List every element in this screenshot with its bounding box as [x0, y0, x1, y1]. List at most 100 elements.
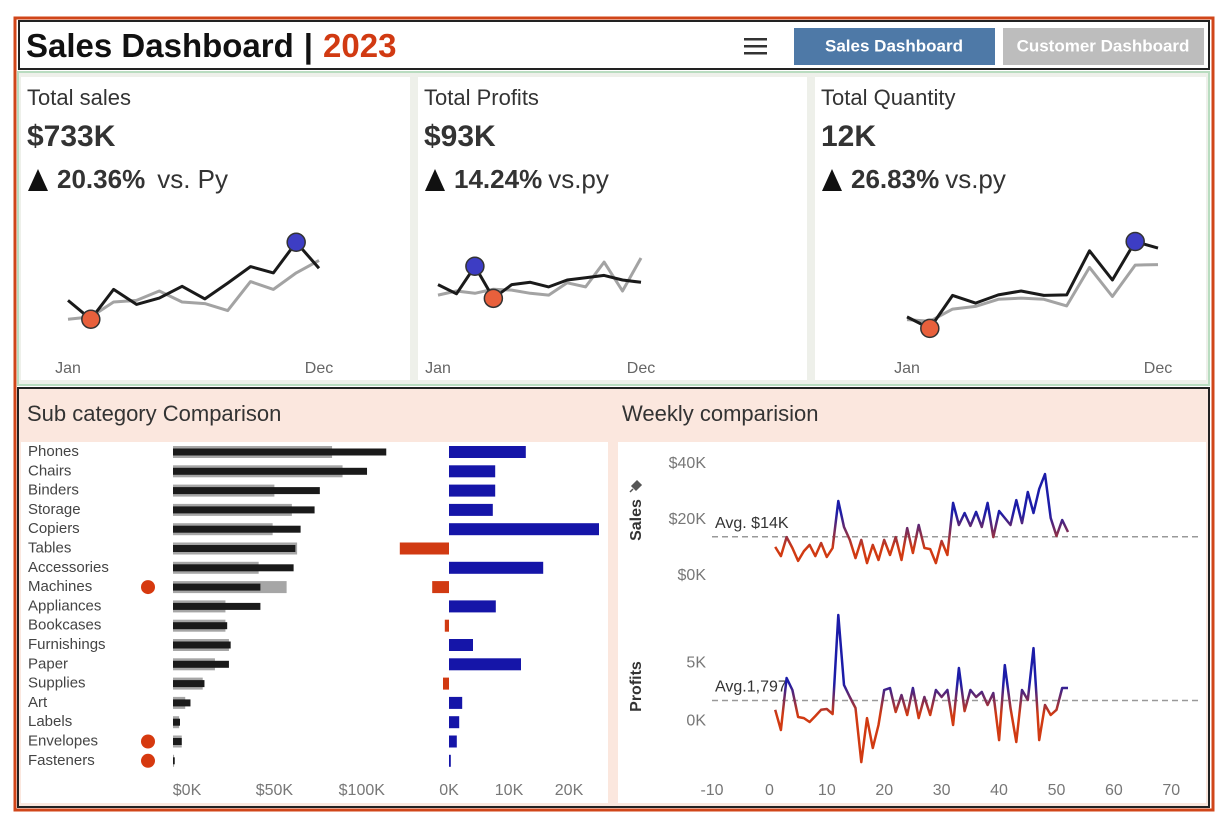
bar: [173, 757, 175, 765]
nav-button[interactable]: Sales Dashboard: [794, 28, 995, 65]
bar: [173, 467, 368, 475]
bar: [173, 487, 320, 495]
menu-icon[interactable]: [744, 38, 767, 55]
x-tick-label: -10: [700, 782, 723, 799]
category-label: Labels: [28, 713, 72, 730]
change-comparison: vs.py: [548, 164, 609, 194]
x2-tick-label: 20K: [555, 782, 584, 799]
x2-tick-label: 10K: [495, 782, 524, 799]
bar: [173, 660, 229, 668]
y-axis-title: Sales: [628, 499, 645, 541]
bar: [173, 680, 205, 688]
min-point: [920, 318, 940, 339]
category-label: Envelopes: [28, 732, 98, 749]
button-bg: [794, 28, 995, 65]
x-tick-label: $100K: [339, 782, 386, 799]
up-arrow: [822, 169, 842, 191]
title-text: Sales Dashboard: [26, 27, 294, 64]
button-label: Sales Dashboard: [825, 36, 963, 55]
category-label: Copiers: [28, 520, 80, 537]
bar: [449, 503, 493, 516]
kpi-value: $93K: [424, 120, 496, 153]
min-point: [483, 288, 504, 309]
category-label: Paper: [28, 655, 68, 672]
bar: [173, 545, 296, 552]
series-line: [774, 472, 1070, 565]
bar: [449, 735, 457, 748]
button-bg: [1003, 28, 1204, 65]
min-point: [81, 309, 101, 330]
kpi-value: 12K: [821, 120, 876, 153]
kpi-card: [815, 77, 1206, 380]
x-tick-label: 30: [933, 782, 951, 799]
reference-label: Avg.1,797: [715, 679, 787, 696]
bar: [399, 542, 449, 555]
kpi-change: 26.83% vs.py: [851, 164, 1006, 194]
chart-title: Sub category Comparison: [27, 401, 281, 426]
max-point: [286, 232, 306, 253]
kpi-value: $733K: [27, 120, 116, 153]
up-arrow: [28, 169, 48, 191]
series-line: [67, 259, 320, 321]
category-label: Fasteners: [28, 752, 95, 769]
x-tick-label: 40: [990, 782, 1008, 799]
x-tick-label: 70: [1162, 782, 1180, 799]
category-label: Appliances: [28, 597, 101, 614]
bar: [444, 619, 449, 632]
bar: [173, 699, 191, 707]
x-tick-label: 50: [1048, 782, 1066, 799]
bar: [449, 696, 463, 709]
bar: [173, 738, 182, 745]
bar: [449, 658, 521, 671]
title-separator: |: [304, 27, 313, 64]
button-label: Customer Dashboard: [1017, 36, 1190, 55]
bar: [449, 446, 526, 458]
alert-dot: [141, 753, 155, 768]
menu-line: [744, 38, 767, 41]
x-tick-label: Dec: [1144, 360, 1172, 377]
bar: [432, 581, 449, 594]
bar: [173, 525, 301, 533]
change-comparison: vs.py: [945, 164, 1006, 194]
y-axis-title: Profits: [628, 661, 645, 712]
bar: [173, 602, 261, 610]
category-label: Accessories: [28, 559, 109, 576]
category-label: Phones: [28, 443, 79, 460]
kpi-change: 14.24% vs.py: [454, 164, 609, 194]
nav-button[interactable]: Customer Dashboard: [1003, 28, 1204, 65]
alert-dot: [141, 734, 155, 749]
x-tick-label: $50K: [256, 782, 294, 799]
x-tick-label: 10: [818, 782, 836, 799]
y-tick-label: 0K: [686, 713, 706, 730]
change-value: 26.83%: [851, 164, 939, 194]
series-line: [773, 613, 1068, 764]
category-label: Furnishings: [28, 636, 106, 653]
max-point: [1125, 231, 1145, 252]
alert-dot: [141, 580, 155, 595]
series-line: [67, 240, 321, 321]
category-label: Bookcases: [28, 617, 101, 634]
category-label: Storage: [28, 501, 81, 518]
kpi-card: [21, 77, 410, 380]
series-line: [906, 263, 1159, 323]
x-tick-label: Dec: [627, 360, 655, 377]
x-tick-label: Dec: [305, 360, 333, 377]
x-tick-label: Jan: [55, 360, 81, 377]
bar: [173, 506, 315, 514]
x-tick-label: $0K: [173, 782, 202, 799]
x-tick-label: Jan: [425, 360, 451, 377]
chart-area: [618, 442, 1206, 803]
up-arrow: [425, 169, 445, 191]
category-label: Binders: [28, 482, 79, 499]
kpi-label: Total Quantity: [821, 85, 956, 110]
bar: [173, 583, 261, 591]
max-point: [465, 256, 485, 276]
x-tick-label: 20: [875, 782, 893, 799]
bar: [449, 465, 496, 478]
y-tick-label: $40K: [669, 455, 707, 472]
bar: [449, 600, 496, 613]
bar: [173, 641, 231, 649]
bar: [449, 639, 473, 651]
bar: [449, 716, 460, 729]
